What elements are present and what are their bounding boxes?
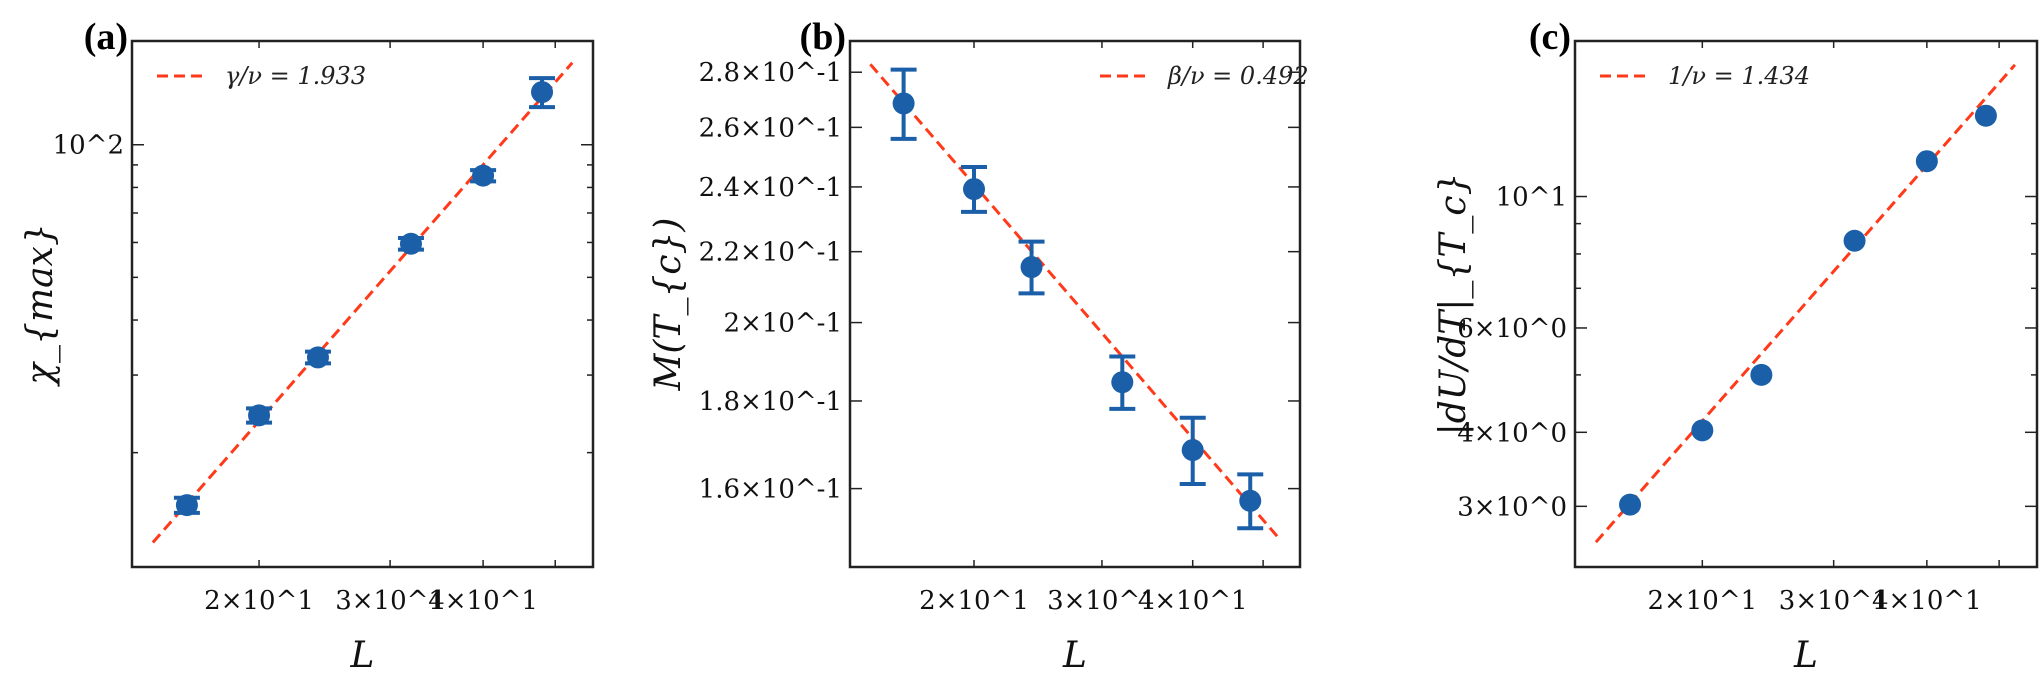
y-tick-label: 3×10^0 <box>1457 492 1567 522</box>
y-tick-label: 4×10^0 <box>1457 418 1567 448</box>
panel-label: (b) <box>800 16 846 58</box>
x-tick-label: 4×10^1 <box>1872 586 1982 616</box>
y-tick-label: 10^1 <box>1496 183 1567 213</box>
axes-frame <box>1573 39 2039 569</box>
axes-frame <box>848 39 1302 569</box>
data-point <box>1111 371 1134 394</box>
y-tick-label: 2×10^-1 <box>723 309 842 339</box>
panel-c: 2×10^1 3×10^14×10^1 10^1 6×10^0 4×10^0 3×10^0… <box>1433 16 2039 676</box>
x-tick-label: 3×10^1 <box>335 586 445 616</box>
x-tick-label: 3×10^1 <box>1779 586 1889 616</box>
data-point <box>1239 489 1262 512</box>
data-point <box>1020 256 1043 279</box>
y-tick-label: 6×10^0 <box>1457 314 1567 344</box>
panel-b: 2×10^1 3×10^14×10^1 2.8×10^-1 2.6×10^-1 2.4×… <box>648 16 1309 676</box>
fit-line <box>1594 63 2017 544</box>
data-point <box>892 92 915 115</box>
data-point <box>963 178 986 201</box>
data-point <box>472 164 495 187</box>
data-point <box>1619 493 1642 516</box>
y-tick-label: 1.8×10^-1 <box>699 387 842 417</box>
x-tick-label: 2×10^1 <box>919 586 1029 616</box>
x-tick-label: 2×10^1 <box>1647 586 1757 616</box>
legend-label: 1/ν = 1.434 <box>1668 62 1810 90</box>
data-point <box>1691 419 1714 442</box>
x-axis-label: L <box>1793 635 1818 676</box>
data-point <box>248 404 271 427</box>
y-tick-label: 10^2 <box>53 131 124 161</box>
data-point <box>1915 150 1938 173</box>
x-axis-label: L <box>350 635 375 676</box>
data-point <box>399 232 422 255</box>
y-tick-label: 1.6×10^-1 <box>699 475 842 505</box>
y-axis-label: χ_{max} <box>20 223 61 388</box>
x-axis-label: L <box>1062 635 1087 676</box>
data-point <box>175 494 198 517</box>
legend-label: β/ν = 0.492 <box>1167 62 1309 90</box>
axes-frame <box>130 39 595 569</box>
data-point <box>1843 229 1866 252</box>
data-point <box>1974 104 1997 127</box>
fit-line <box>151 61 574 544</box>
y-tick-label: 2.6×10^-1 <box>699 113 842 143</box>
y-tick-label: 2.8×10^-1 <box>699 58 842 88</box>
y-axis-label: |dU/dT|_{T_c} <box>1433 173 1474 436</box>
data-point <box>531 81 554 104</box>
panel-label: (a) <box>84 16 128 58</box>
y-tick-label: 2.2×10^-1 <box>699 238 842 268</box>
y-axis-label: M(T_{c}) <box>648 218 689 392</box>
panel-label: (c) <box>1529 16 1571 58</box>
legend-label: γ/ν = 1.933 <box>225 62 366 90</box>
x-tick-label: 3×10^1 <box>1047 586 1157 616</box>
fit-line <box>869 63 1281 541</box>
x-tick-label: 4×10^1 <box>428 586 538 616</box>
x-tick-label: 4×10^1 <box>1138 586 1248 616</box>
data-point <box>1181 439 1204 462</box>
panel-a: 2×10^1 3×10^14×10^1 10^2 γ/ν = 1.933 Lχ_{max… <box>20 16 595 676</box>
data-point <box>306 346 329 369</box>
y-tick-label: 2.4×10^-1 <box>699 173 842 203</box>
data-point <box>1750 363 1773 386</box>
x-tick-label: 2×10^1 <box>204 586 314 616</box>
